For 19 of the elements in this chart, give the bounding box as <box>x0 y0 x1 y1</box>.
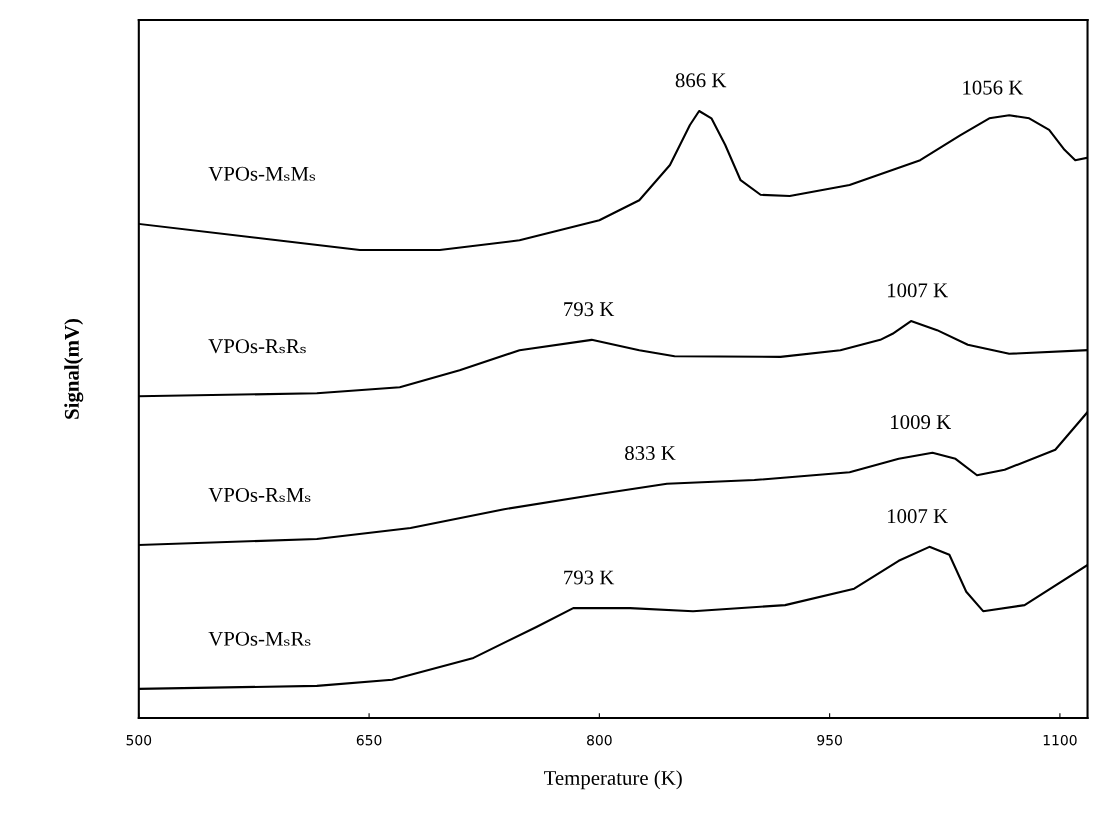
annotation: 793 K <box>564 302 615 317</box>
series-label: VPOs-MₛRₛ <box>208 631 311 646</box>
x-tick-label: 1100 <box>1043 734 1077 746</box>
x-tick-label: 650 <box>356 734 382 746</box>
series-label: VPOs-RₛRₛ <box>208 339 306 354</box>
y-axis-title: Signal(mV) <box>64 318 84 419</box>
x-tick-label: 800 <box>587 734 612 746</box>
x-tick-label: 500 <box>126 734 152 746</box>
series-label: VPOs-RₛMₛ <box>208 487 311 503</box>
x-tick-label: 950 <box>817 734 842 746</box>
annotation: 833 K <box>625 445 676 461</box>
annotation: 1056 K <box>963 80 1024 95</box>
x-axis-title: Temperature (K) <box>544 770 682 790</box>
annotation: 1007 K <box>888 509 948 524</box>
text: VPOs-MₛMₛ <box>208 166 316 181</box>
annotation: 793 K <box>564 570 615 585</box>
annotation: 866 K <box>675 73 727 88</box>
annotation: 1009 K <box>891 415 951 430</box>
annotation: 1007 K <box>888 283 948 298</box>
